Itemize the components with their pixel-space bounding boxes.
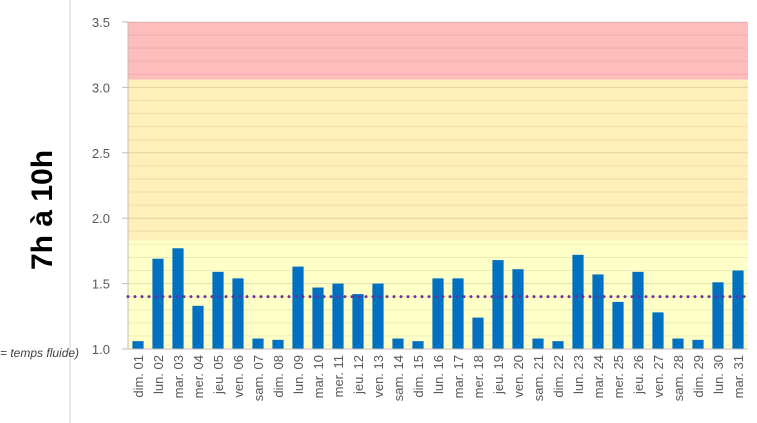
y-tick-label: 1.5 — [92, 277, 110, 292]
x-tick-label: sam. 07 — [251, 355, 266, 401]
x-tick-label: mar. 17 — [451, 355, 466, 398]
side-note: = temps fluide) — [0, 346, 79, 360]
x-tick-label: lun. 02 — [151, 355, 166, 394]
bar — [452, 278, 464, 349]
bar — [132, 341, 144, 349]
x-tick-label: mer. 04 — [191, 355, 206, 398]
x-tick-label: ven. 13 — [371, 355, 386, 398]
bar — [492, 260, 504, 349]
bar — [652, 312, 664, 349]
x-tick-label: lun. 16 — [431, 355, 446, 394]
x-tick-label: mar. 03 — [171, 355, 186, 398]
x-tick-label: ven. 27 — [651, 355, 666, 398]
bar — [192, 305, 204, 349]
x-tick-label: lun. 23 — [571, 355, 586, 394]
bar — [432, 278, 444, 349]
x-tick-label: dim. 15 — [411, 355, 426, 398]
y-tick-label: 3.5 — [92, 15, 110, 30]
y-axis-label: 7h à 10h — [26, 150, 59, 270]
bar — [152, 258, 164, 349]
bar — [372, 283, 384, 349]
bar — [572, 254, 584, 349]
x-tick-label: dim. 22 — [551, 355, 566, 398]
x-tick-label: lun. 09 — [291, 355, 306, 394]
x-tick-label: mer. 11 — [331, 355, 346, 397]
x-tick-label: mer. 18 — [471, 355, 486, 398]
y-tick-label: 2.0 — [92, 211, 110, 226]
y-tick-label: 3.0 — [92, 80, 110, 95]
bar — [732, 270, 744, 349]
bar — [232, 278, 244, 349]
bar — [592, 274, 604, 349]
x-tick-label: mer. 25 — [611, 355, 626, 398]
bar — [412, 341, 424, 349]
bar — [632, 271, 644, 349]
x-tick-label: lun. 30 — [711, 355, 726, 394]
bar — [472, 317, 484, 349]
x-tick-label: mar. 31 — [731, 355, 746, 398]
threshold-band — [128, 22, 748, 80]
bar — [332, 283, 344, 349]
y-tick-label: 2.5 — [92, 146, 110, 161]
y-tick-label: 1.0 — [92, 342, 110, 357]
bar — [692, 339, 704, 349]
threshold-band — [128, 79, 748, 241]
x-tick-label: ven. 06 — [231, 355, 246, 398]
bar — [172, 248, 184, 349]
x-tick-label: mar. 24 — [591, 355, 606, 398]
x-tick-label: jeu. 12 — [351, 355, 366, 395]
x-tick-label: dim. 08 — [271, 355, 286, 398]
bar — [252, 338, 264, 349]
bar — [612, 301, 624, 349]
bar — [552, 341, 564, 349]
bar — [212, 271, 224, 349]
bar — [512, 269, 524, 349]
x-tick-label: sam. 28 — [671, 355, 686, 401]
x-tick-label: sam. 14 — [391, 355, 406, 401]
x-tick-label: jeu. 19 — [491, 355, 506, 395]
bar — [352, 294, 364, 349]
bar — [392, 338, 404, 349]
bar — [532, 338, 544, 349]
x-tick-label: jeu. 26 — [631, 355, 646, 395]
x-tick-label: ven. 20 — [511, 355, 526, 398]
x-tick-label: mar. 10 — [311, 355, 326, 398]
x-tick-label: jeu. 05 — [211, 355, 226, 395]
x-tick-label: sam. 21 — [531, 355, 546, 401]
x-tick-label: dim. 01 — [131, 355, 146, 398]
bar — [672, 338, 684, 349]
bar — [312, 287, 324, 349]
bar — [712, 282, 724, 349]
bar — [272, 339, 284, 349]
x-tick-label: dim. 29 — [691, 355, 706, 398]
bar — [292, 266, 304, 349]
